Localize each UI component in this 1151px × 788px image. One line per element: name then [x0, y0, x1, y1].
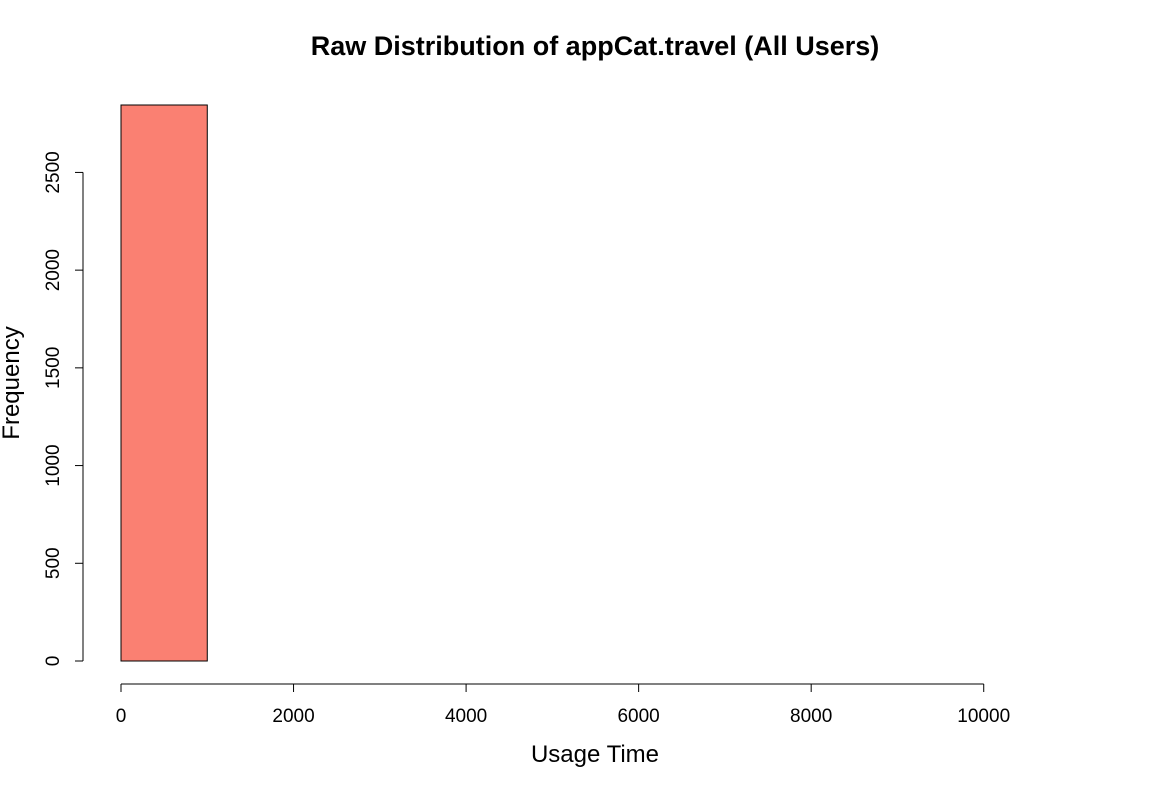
chart-title: Raw Distribution of appCat.travel (All U…	[311, 31, 880, 61]
y-axis-title: Frequency	[0, 326, 25, 439]
x-tick-label-1: 2000	[272, 706, 314, 727]
y-tick-label-1: 500	[43, 547, 64, 579]
bars-group	[120, 104, 208, 662]
y-tick-label-5: 2500	[43, 151, 64, 193]
x-axis: 0 2000 4000 6000 8000 10000	[116, 683, 1010, 727]
x-tick-label-0: 0	[116, 706, 127, 727]
histogram-bar-0	[120, 104, 208, 662]
y-tick-label-0: 0	[43, 656, 64, 667]
y-axis: 0 500 1000 1500 2000 2500	[43, 151, 84, 667]
y-tick-label-2: 1000	[43, 444, 64, 486]
x-tick-label-2: 4000	[445, 706, 487, 727]
y-tick-label-4: 2000	[43, 249, 64, 291]
x-tick-label-4: 8000	[790, 706, 832, 727]
y-tick-label-3: 1500	[43, 347, 64, 389]
x-axis-title: Usage Time	[531, 741, 659, 768]
x-tick-label-3: 6000	[617, 706, 659, 727]
x-tick-label-5: 10000	[957, 706, 1010, 727]
